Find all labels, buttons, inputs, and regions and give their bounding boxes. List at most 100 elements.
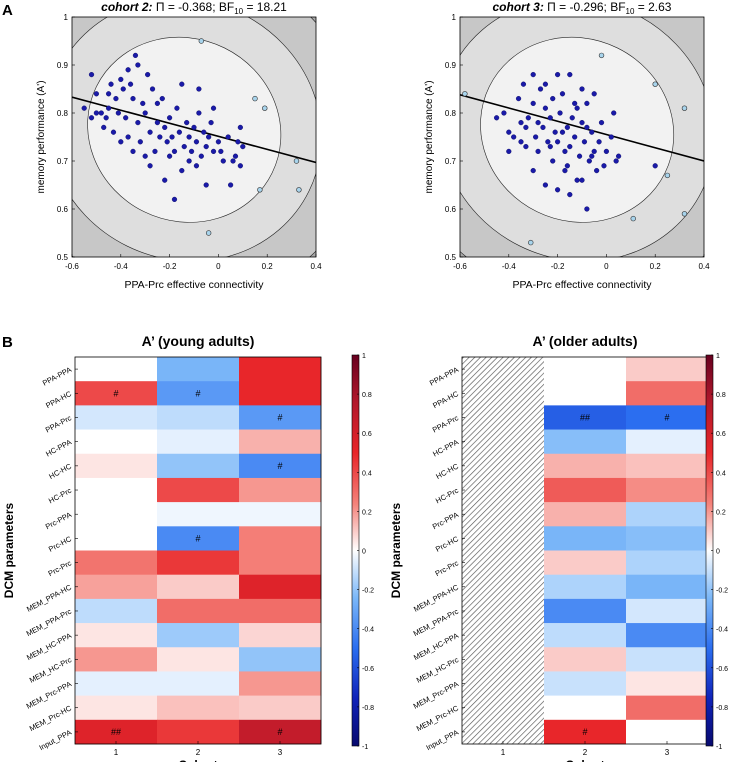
data-point [179, 168, 185, 174]
outlier-point [681, 211, 688, 217]
column-label: 1 [114, 748, 119, 757]
heatmap-cell [75, 453, 158, 479]
title-bf-subscript: 10 [234, 7, 243, 16]
data-point [130, 148, 136, 155]
row-label: Prc-PPA [44, 510, 73, 531]
colorbar-tick-label: -1 [362, 744, 368, 751]
data-point [584, 206, 590, 212]
heatmap-cell [626, 550, 709, 575]
data-point [559, 129, 566, 135]
heatmap-cell [462, 429, 545, 455]
outlier-point [252, 95, 258, 102]
data-point [613, 158, 619, 164]
heatmap-cell [462, 719, 545, 745]
colorbar-tick-label: 0.6 [362, 431, 372, 438]
data-point [518, 119, 524, 126]
data-point [125, 134, 131, 140]
heatmap-cell [239, 453, 322, 479]
heatmap-cell [462, 574, 545, 600]
y-tick-label: 0.5 [445, 253, 457, 262]
data-point [193, 139, 200, 145]
data-point [98, 110, 104, 116]
y-tick-label: 1 [452, 13, 457, 22]
y-tick-label: 0.9 [57, 61, 69, 70]
heatmap-cell [157, 719, 240, 745]
row-label: HC-PPA [44, 437, 73, 458]
heatmap-cell [157, 550, 240, 575]
data-point [574, 105, 580, 111]
data-point [203, 182, 209, 188]
data-point [159, 95, 165, 102]
title-cohort: cohort 2: [101, 0, 152, 14]
data-point [132, 52, 139, 59]
data-point [506, 129, 512, 135]
heatmap-cell [544, 671, 627, 696]
column-label: 1 [501, 748, 506, 757]
data-point [584, 124, 590, 131]
outlier-point [198, 38, 205, 44]
heatmap-cell [75, 695, 158, 721]
significance-marker: ## [580, 412, 590, 422]
scatter-plot-cohort-2: -0.6 -0.4 -0.2 0 0.2 0.4 0.5 0.6 0.7 0.8 0.9 1 PPA-P… [36, 0, 322, 291]
y-tick-label: 0.7 [57, 157, 69, 166]
data-point [164, 139, 170, 145]
data-point [103, 115, 109, 121]
row-label: PPA-PPA [41, 365, 73, 388]
heatmap-cell [239, 647, 322, 672]
y-axis-label: DCM parameters [2, 502, 16, 598]
heatmap-cell [544, 647, 627, 672]
heatmap-cell [239, 671, 322, 696]
heatmap-cell [544, 623, 627, 648]
heatmap-cell [544, 550, 627, 575]
panel-label-a: A [2, 2, 13, 19]
heatmap-cell [75, 357, 158, 382]
data-point [149, 86, 156, 92]
heatmap-cell [239, 502, 322, 527]
colorbar-tick-label: -0.8 [362, 705, 374, 712]
row-label: Input_PPA [425, 728, 460, 753]
heatmap-cell [626, 695, 709, 721]
data-point [130, 95, 136, 102]
heatmap-cell [462, 671, 545, 696]
heatmap-cell [462, 477, 545, 503]
x-axis-label: Cohort [178, 758, 217, 762]
heatmap-cell [544, 429, 627, 455]
heatmap-cell [75, 623, 158, 648]
heatmap-cell [239, 526, 322, 551]
data-point [210, 105, 217, 111]
heatmap-cell [626, 453, 709, 479]
data-point [518, 139, 524, 145]
colorbar-tick-label: -0.4 [716, 627, 728, 634]
heatmap-cell [239, 381, 322, 406]
colorbar-tick-label: -0.2 [716, 588, 728, 595]
data-point [574, 177, 580, 183]
row-label: HC-Prc [47, 486, 73, 506]
heatmap-cell [157, 574, 240, 600]
colorbar-tick-label: 0.2 [362, 509, 372, 516]
data-point [550, 158, 556, 164]
data-point [108, 81, 114, 87]
colorbar-tick-label: 0.8 [362, 392, 372, 399]
data-point [152, 148, 158, 155]
data-point [547, 115, 553, 121]
data-point [220, 158, 226, 164]
x-axis-label: PPA-Prc effective connectivity [124, 279, 264, 291]
heatmap-cell [157, 429, 240, 455]
data-point [525, 115, 531, 121]
data-point [88, 71, 95, 78]
axes-frame [459, 16, 705, 258]
x-tick-label: 0 [604, 262, 609, 271]
data-point [196, 86, 202, 92]
significance-marker: # [195, 533, 200, 543]
row-label: PPA-Prc [431, 413, 460, 434]
heatmap-cell [157, 477, 240, 503]
data-point [511, 134, 517, 140]
scatter-plot-cohort-3: -0.6 -0.4 -0.2 0 0.2 0.4 0.5 0.6 0.7 0.8 0.9 1 PPA-P… [424, 0, 710, 291]
heatmap-cell [75, 671, 158, 696]
data-point [240, 144, 246, 150]
x-tick-label: -0.4 [502, 262, 516, 271]
data-point [191, 124, 197, 131]
heatmap-cell [626, 574, 709, 600]
row-label: Input_PPA [38, 728, 73, 753]
data-point [208, 119, 214, 126]
